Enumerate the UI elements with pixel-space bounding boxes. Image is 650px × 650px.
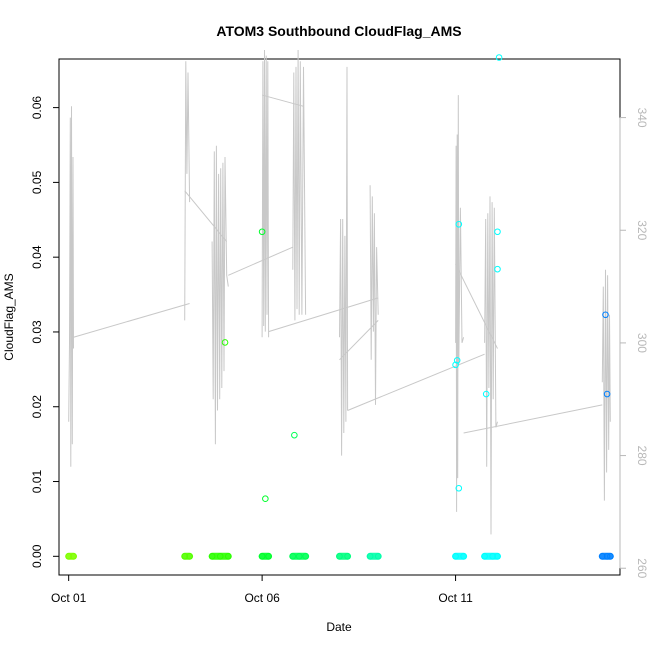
data-point — [291, 431, 298, 439]
y2-axis: 260 280 300 320 340 — [619, 108, 649, 579]
secondary-line-segment — [339, 66, 349, 456]
data-points — [65, 54, 614, 560]
secondary-connector-line — [184, 190, 228, 242]
data-point — [603, 390, 611, 398]
data-point — [258, 553, 266, 560]
data-point — [455, 484, 463, 492]
secondary-series — [68, 49, 611, 535]
x-tick-label: Oct 11 — [438, 591, 473, 605]
data-point — [452, 361, 459, 369]
data-point — [607, 553, 614, 560]
data-point — [494, 553, 501, 560]
data-point — [489, 553, 496, 560]
data-point — [70, 553, 77, 560]
x-tick-label: Oct 06 — [244, 591, 280, 605]
data-point — [295, 553, 303, 560]
y-tick-label: 0.06 — [30, 96, 44, 120]
data-point — [598, 553, 606, 560]
y2-tick-label: 340 — [635, 108, 649, 128]
x-axis-label: Date — [326, 620, 352, 634]
y2-tick-label: 280 — [635, 446, 649, 466]
x-axis: Oct 01 Oct 06 Oct 11 — [51, 574, 473, 605]
data-point — [302, 553, 309, 560]
x-tick-label: Oct 01 — [51, 591, 87, 605]
data-point — [455, 220, 463, 228]
data-point — [258, 228, 266, 236]
y-tick-label: 0.00 — [30, 544, 44, 568]
secondary-connector-line — [347, 353, 485, 411]
data-point — [603, 553, 611, 560]
secondary-line-segment — [211, 145, 229, 445]
data-point — [602, 311, 609, 319]
data-point — [265, 553, 272, 560]
secondary-line-segment — [455, 95, 465, 512]
data-point — [262, 495, 269, 503]
secondary-line-segment — [184, 61, 191, 321]
data-point — [224, 553, 232, 560]
y-tick-label: 0.01 — [30, 470, 44, 494]
secondary-line-segment — [68, 106, 74, 467]
data-point — [221, 339, 229, 346]
data-point — [216, 553, 224, 560]
data-point — [374, 553, 382, 560]
y-axis-label: CloudFlag_AMS — [2, 273, 16, 360]
y-axis: 0.00 0.01 0.02 0.03 0.04 0.05 0.06 — [30, 96, 60, 568]
data-point — [181, 553, 189, 560]
y2-tick-label: 300 — [635, 333, 649, 353]
y-tick-label: 0.04 — [30, 245, 44, 269]
secondary-line-segment — [601, 269, 611, 501]
y2-tick-label: 260 — [635, 558, 649, 578]
data-point — [186, 553, 193, 560]
data-point — [453, 357, 461, 364]
data-point — [336, 553, 343, 560]
y-tick-label: 0.03 — [30, 320, 44, 344]
data-point — [208, 553, 216, 560]
y2-tick-label: 320 — [635, 220, 649, 240]
secondary-connector-line — [463, 404, 603, 434]
data-point — [289, 553, 297, 560]
secondary-connector-line — [261, 94, 304, 107]
data-point — [494, 228, 501, 236]
secondary-connector-line — [339, 320, 379, 361]
data-point — [460, 553, 467, 560]
secondary-connector-line — [73, 303, 190, 338]
secondary-line-segment — [369, 185, 379, 405]
secondary-line-segment — [292, 49, 307, 321]
secondary-connector-line — [228, 246, 293, 276]
data-point — [495, 54, 503, 61]
secondary-line-segment — [261, 49, 270, 338]
data-point — [344, 553, 351, 560]
secondary-line-segment — [484, 196, 498, 535]
data-point — [494, 265, 501, 273]
y-tick-label: 0.05 — [30, 170, 44, 194]
data-point — [481, 553, 488, 560]
data-point — [65, 553, 72, 560]
secondary-connector-line — [268, 297, 379, 333]
data-point — [366, 553, 374, 560]
chart-title: ATOM3 Southbound CloudFlag_AMS — [216, 23, 461, 39]
y-tick-label: 0.02 — [30, 395, 44, 419]
data-point — [482, 390, 490, 398]
secondary-connector-line — [455, 263, 498, 349]
data-point — [452, 553, 459, 560]
